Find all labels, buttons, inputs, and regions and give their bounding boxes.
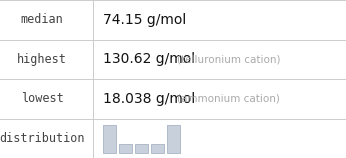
Text: highest: highest <box>17 53 67 66</box>
Text: median: median <box>21 13 63 26</box>
Text: (telluronium cation): (telluronium cation) <box>177 54 281 64</box>
Text: 18.038 g/mol: 18.038 g/mol <box>103 92 196 106</box>
Bar <box>167 125 180 153</box>
Bar <box>103 125 116 153</box>
Text: 130.62 g/mol: 130.62 g/mol <box>103 52 195 66</box>
Bar <box>151 144 164 153</box>
Text: (ammonium cation): (ammonium cation) <box>177 94 280 104</box>
Bar <box>135 144 148 153</box>
Text: distribution: distribution <box>0 132 85 145</box>
Text: lowest: lowest <box>21 92 63 105</box>
Bar <box>119 144 132 153</box>
Text: 74.15 g/mol: 74.15 g/mol <box>103 13 187 27</box>
